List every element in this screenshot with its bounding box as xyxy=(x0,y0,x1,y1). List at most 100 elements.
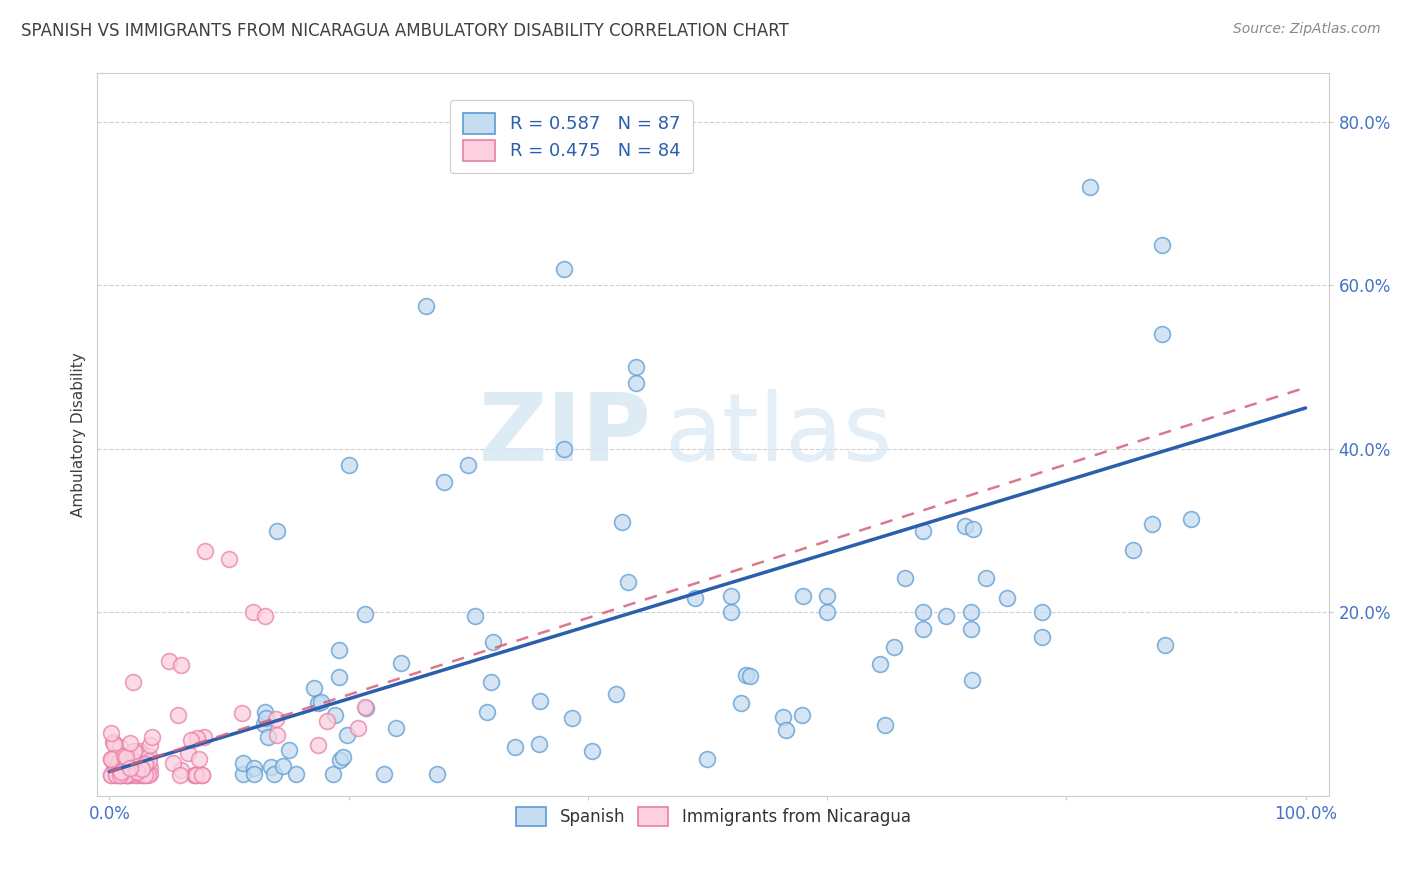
Point xyxy=(336,728,359,742)
Point xyxy=(503,739,526,754)
Point xyxy=(129,743,152,757)
Point xyxy=(231,706,253,720)
Point xyxy=(624,376,647,391)
Point xyxy=(1180,512,1202,526)
Point xyxy=(610,516,633,530)
Point xyxy=(266,728,288,742)
Point xyxy=(180,733,202,747)
Point xyxy=(389,656,412,670)
Point xyxy=(302,681,325,695)
Point xyxy=(683,591,706,606)
Point xyxy=(1150,327,1173,342)
Point xyxy=(354,700,377,714)
Point xyxy=(104,768,127,782)
Point xyxy=(959,622,981,636)
Point xyxy=(112,758,135,772)
Point xyxy=(162,756,184,771)
Point xyxy=(1031,630,1053,644)
Point xyxy=(103,737,125,751)
Point xyxy=(962,522,984,536)
Point xyxy=(157,654,180,668)
Point xyxy=(112,748,135,763)
Point xyxy=(118,736,141,750)
Point xyxy=(527,737,550,751)
Point xyxy=(104,751,127,765)
Point xyxy=(353,700,375,714)
Point xyxy=(243,760,266,774)
Point xyxy=(278,743,301,757)
Point xyxy=(740,669,762,683)
Point xyxy=(232,767,254,781)
Point xyxy=(815,605,838,619)
Point xyxy=(463,608,485,623)
Point xyxy=(127,765,149,780)
Point xyxy=(103,762,125,776)
Point xyxy=(553,442,575,456)
Point xyxy=(139,761,162,775)
Point xyxy=(124,744,146,758)
Point xyxy=(775,723,797,738)
Point xyxy=(561,711,583,725)
Point xyxy=(1142,517,1164,532)
Point xyxy=(134,757,156,772)
Point xyxy=(138,754,160,768)
Point xyxy=(129,768,152,782)
Text: ZIP: ZIP xyxy=(479,389,652,481)
Point xyxy=(100,768,122,782)
Point xyxy=(135,756,157,771)
Point xyxy=(136,768,159,782)
Point xyxy=(115,768,138,782)
Point xyxy=(260,760,283,774)
Point xyxy=(110,765,132,780)
Point xyxy=(115,768,138,782)
Point xyxy=(617,575,640,590)
Point xyxy=(104,763,127,777)
Point xyxy=(720,589,742,603)
Point xyxy=(120,761,142,775)
Text: SPANISH VS IMMIGRANTS FROM NICARAGUA AMBULATORY DISABILITY CORRELATION CHART: SPANISH VS IMMIGRANTS FROM NICARAGUA AMB… xyxy=(21,22,789,40)
Point xyxy=(132,768,155,782)
Point xyxy=(114,768,136,782)
Point xyxy=(104,762,127,776)
Point xyxy=(184,768,207,782)
Point xyxy=(322,767,344,781)
Point xyxy=(266,524,288,538)
Point xyxy=(347,722,370,736)
Point xyxy=(935,609,957,624)
Point xyxy=(243,767,266,781)
Point xyxy=(482,635,505,649)
Point xyxy=(730,696,752,710)
Point xyxy=(792,589,814,603)
Point xyxy=(337,458,360,472)
Point xyxy=(101,735,124,749)
Point xyxy=(976,571,998,585)
Point xyxy=(479,675,502,690)
Point xyxy=(1150,237,1173,252)
Point xyxy=(995,591,1018,605)
Point xyxy=(100,752,122,766)
Point xyxy=(169,768,191,782)
Point xyxy=(110,768,132,782)
Point xyxy=(141,731,163,745)
Point xyxy=(193,730,215,744)
Point xyxy=(284,767,307,781)
Point xyxy=(138,748,160,763)
Point xyxy=(124,768,146,782)
Point xyxy=(191,768,214,782)
Point xyxy=(553,262,575,277)
Point xyxy=(911,524,934,538)
Point xyxy=(139,738,162,752)
Point xyxy=(385,721,408,735)
Point xyxy=(373,767,395,781)
Text: Source: ZipAtlas.com: Source: ZipAtlas.com xyxy=(1233,22,1381,37)
Point xyxy=(170,763,193,777)
Point xyxy=(100,752,122,766)
Point xyxy=(125,768,148,782)
Point xyxy=(329,753,352,767)
Point xyxy=(1153,638,1175,652)
Point xyxy=(218,552,240,566)
Point xyxy=(194,544,217,558)
Point xyxy=(108,768,131,782)
Point xyxy=(167,707,190,722)
Point xyxy=(624,360,647,375)
